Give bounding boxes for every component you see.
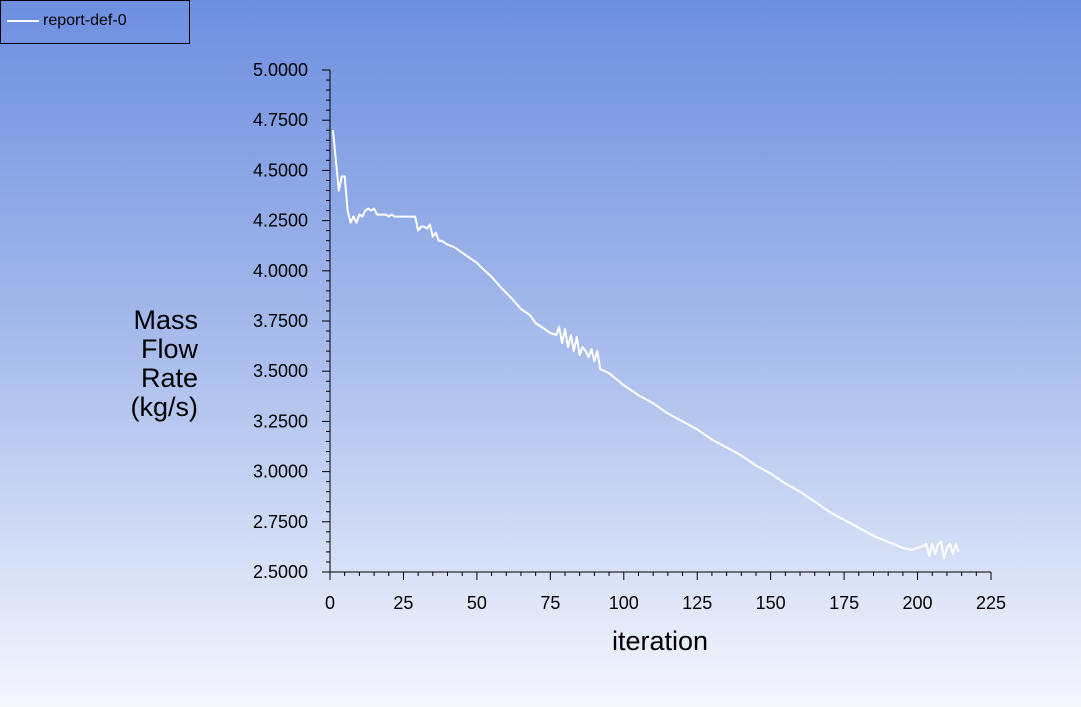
x-tick-label: 200 — [903, 593, 933, 613]
x-tick-label: 125 — [682, 593, 712, 613]
y-tick-label: 3.2500 — [253, 411, 308, 431]
x-tick-label: 50 — [467, 593, 487, 613]
y-tick-label: 5.0000 — [253, 60, 308, 80]
legend-label: report-def-0 — [43, 12, 127, 29]
x-axis-label: iteration — [611, 626, 709, 656]
tick-marks — [322, 69, 992, 580]
y-tick-label: 4.7500 — [253, 110, 308, 130]
axes — [329, 70, 991, 573]
y-axis-label-line: Flow — [140, 334, 198, 364]
y-tick-label: 4.5000 — [253, 160, 308, 180]
x-tick-label: 175 — [829, 593, 859, 613]
x-tick-label: 150 — [756, 593, 786, 613]
x-tick-label: 100 — [609, 593, 639, 613]
tick-labels: 2.5000 2.7500 3.0000 3.2500 3.5000 3.7500 4.00… — [253, 60, 1006, 613]
x-tick-label: 25 — [393, 593, 413, 613]
x-tick-label: 225 — [976, 593, 1006, 613]
y-axis-label-line: (kg/s) — [130, 392, 199, 422]
y-tick-label: 2.5000 — [253, 562, 308, 582]
series-line-report-def-0 — [331, 130, 960, 559]
y-tick-label: 3.7500 — [253, 311, 308, 331]
y-axis-label: Mass Flow Rate (kg/s) — [80, 305, 199, 422]
y-tick-label: 2.7500 — [253, 512, 308, 532]
y-tick-label: 4.0000 — [253, 261, 308, 281]
y-axis-label-line: Rate — [140, 363, 198, 393]
legend: report-def-0 — [0, 0, 190, 44]
x-tick-label: 0 — [325, 593, 335, 613]
y-tick-label: 3.0000 — [253, 462, 308, 482]
x-tick-label: 75 — [540, 593, 560, 613]
y-tick-label: 4.2500 — [253, 211, 308, 231]
y-axis-label-line: Mass — [133, 305, 198, 335]
y-tick-label: 3.5000 — [253, 361, 308, 381]
legend-swatch — [7, 20, 39, 22]
